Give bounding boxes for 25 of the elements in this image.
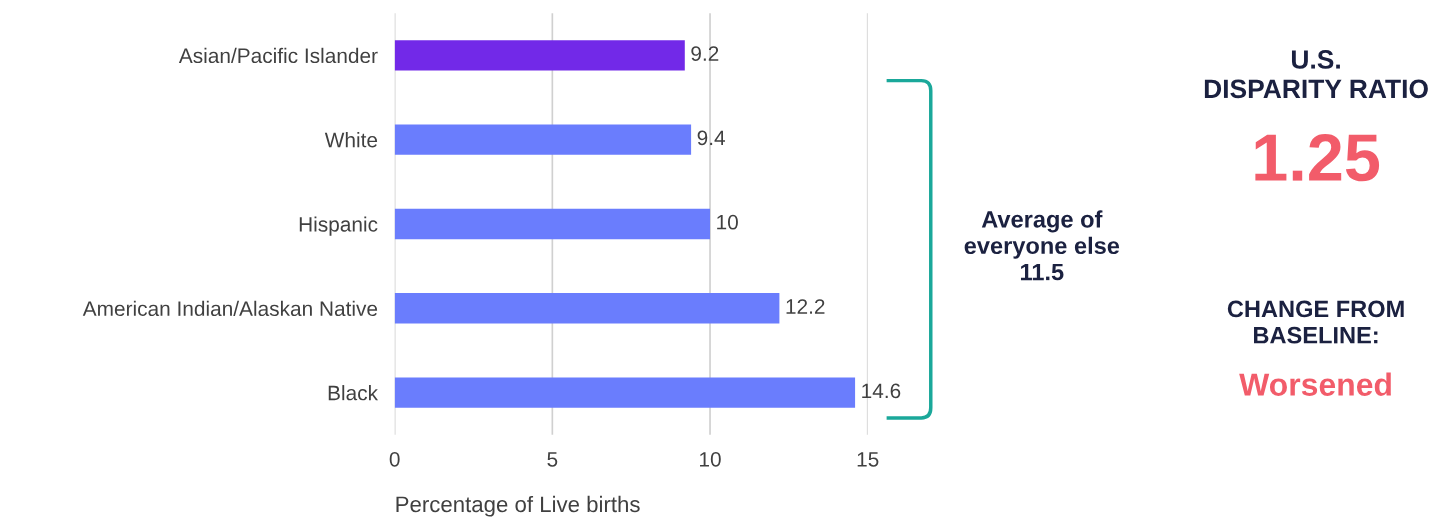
bar [394, 208, 711, 240]
data-label: 14.6 [862, 383, 901, 399]
text: U.S. DISPARITY RATIO [1204, 50, 1428, 99]
y-tick-label: American Indian/Alaskan Native [82, 300, 378, 317]
data-label: 10 [717, 214, 738, 230]
data-label: 9.2 [691, 46, 719, 61]
data-label: 12.2 [786, 299, 825, 314]
y-tick-label: Hispanic [299, 216, 378, 236]
bar [394, 40, 685, 71]
bar [394, 293, 780, 324]
text: Average of everyone else 11.5 [964, 210, 1120, 281]
x-tick-label: 0 [389, 451, 400, 467]
y-tick-label: Black [328, 385, 379, 401]
x-tick-label: 5 [547, 452, 558, 467]
y-tick-label: Asian/Pacific Islander [178, 47, 378, 64]
text: 1.25 [1255, 134, 1380, 182]
bar [394, 377, 856, 408]
x-tick-label: 15 [857, 452, 879, 467]
text: Worsened [1239, 372, 1391, 396]
x-tick-label: 10 [700, 451, 721, 467]
text: CHANGE FROM BASELINE: [1227, 300, 1404, 344]
y-tick-label: White [324, 132, 378, 148]
data-label: 9.4 [697, 130, 726, 146]
x-axis-title: Percentage of Live births [396, 495, 640, 517]
bar [394, 124, 692, 155]
